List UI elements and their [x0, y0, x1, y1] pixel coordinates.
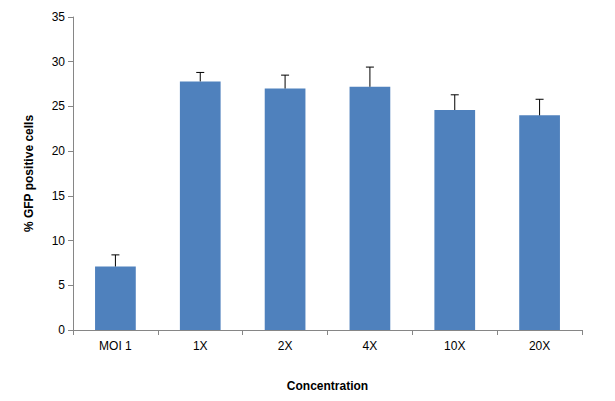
svg-text:25: 25 — [52, 99, 66, 113]
svg-text:5: 5 — [58, 278, 65, 292]
svg-text:30: 30 — [52, 55, 66, 69]
svg-text:% GFP positive cells: % GFP positive cells — [22, 115, 36, 232]
svg-text:0: 0 — [58, 323, 65, 337]
svg-text:20X: 20X — [529, 339, 550, 353]
svg-text:1X: 1X — [193, 339, 208, 353]
svg-text:15: 15 — [52, 189, 66, 203]
svg-text:4X: 4X — [363, 339, 378, 353]
svg-text:20: 20 — [52, 144, 66, 158]
svg-text:10: 10 — [52, 234, 66, 248]
svg-text:35: 35 — [52, 10, 66, 24]
svg-text:10X: 10X — [444, 339, 465, 353]
svg-text:Concentration: Concentration — [287, 379, 368, 393]
svg-text:2X: 2X — [278, 339, 293, 353]
svg-text:MOI 1: MOI 1 — [99, 339, 132, 353]
